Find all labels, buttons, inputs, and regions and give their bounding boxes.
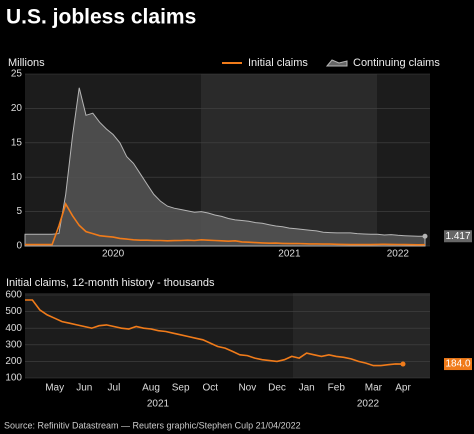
x-tick-label: 2022 <box>387 249 410 260</box>
y-tick-label: 5 <box>16 206 22 217</box>
line <box>25 202 426 246</box>
band <box>293 293 430 378</box>
title: U.S. jobless claims <box>6 6 196 29</box>
x-tick-label: Aug <box>142 383 160 394</box>
end-label: 184.0 <box>445 359 470 370</box>
x-tick-label: Jul <box>108 383 121 394</box>
end-label-box <box>444 358 472 371</box>
x-group-label: 2021 <box>147 399 170 410</box>
x-tick-label: Nov <box>238 383 256 394</box>
y-tick-label: 500 <box>5 306 22 317</box>
source: Source: Refinitiv Datastream — Reuters g… <box>4 420 301 430</box>
x-tick-label: Apr <box>395 383 411 394</box>
x-tick-label: Oct <box>203 383 219 394</box>
y-tick-label: 400 <box>5 323 22 334</box>
x-tick-label: Feb <box>328 383 346 394</box>
band <box>377 74 430 246</box>
x-tick-label: 2020 <box>102 249 125 260</box>
y-tick-label: 300 <box>5 339 22 350</box>
x-tick-label: 2021 <box>278 249 301 260</box>
end-label: 1.417 <box>445 231 470 242</box>
band <box>25 293 293 378</box>
x-tick-label: Jan <box>299 383 315 394</box>
y-tick-label: 10 <box>11 172 23 183</box>
y-tick-label: 600 <box>5 290 22 301</box>
y-tick-label: 200 <box>5 356 22 367</box>
chart-title: Initial claims, 12-month history - thous… <box>6 277 215 289</box>
x-tick-label: May <box>45 383 64 394</box>
x-tick-label: Dec <box>268 383 286 394</box>
legend-label: Continuing claims <box>353 57 440 69</box>
x-tick-label: Jun <box>76 383 92 394</box>
y-tick-label: 15 <box>11 137 23 148</box>
area <box>24 87 426 247</box>
y-label: Millions <box>8 57 45 69</box>
y-tick-label: 100 <box>5 373 22 384</box>
x-group-label: 2022 <box>357 399 380 410</box>
end-dot <box>422 233 428 239</box>
end-label-box <box>444 230 472 243</box>
line <box>25 299 404 367</box>
end-dot <box>400 361 406 367</box>
y-tick-label: 25 <box>11 69 23 80</box>
x-tick-label: Mar <box>365 383 383 394</box>
y-tick-label: 0 <box>16 241 22 252</box>
legend-label: Initial claims <box>248 57 308 69</box>
y-tick-label: 20 <box>11 103 23 114</box>
band <box>201 74 377 246</box>
legend-swatch <box>325 59 348 67</box>
x-tick-label: Sep <box>172 383 190 394</box>
